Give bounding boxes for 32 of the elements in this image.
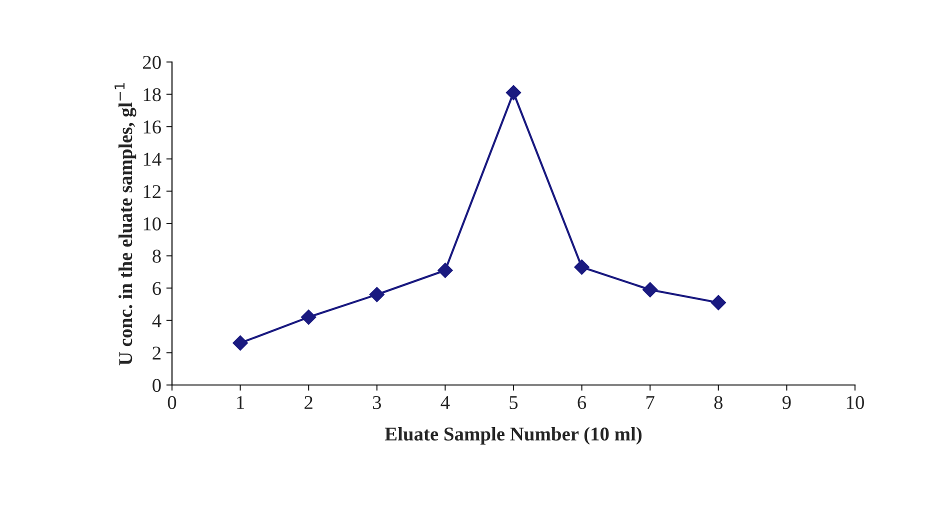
y-axis-title: U conc. in the eluate samples, gl$^{−1}$: [114, 83, 136, 366]
point: [369, 286, 384, 302]
x-axis-title: Eluate Sample Number (10 ml): [384, 426, 642, 445]
y-tick-label: 2: [152, 346, 161, 360]
point: [506, 85, 522, 100]
x-tick-label: 4: [440, 396, 450, 409]
y-tick-label: 16: [144, 120, 162, 134]
y-tick-label: 4: [152, 314, 162, 328]
x-tick-label: 7: [646, 396, 654, 409]
y-tick-label: 8: [152, 250, 161, 263]
x-tick-label: 5: [510, 396, 518, 410]
point: [438, 262, 453, 278]
x-tick-label: 0: [168, 396, 176, 410]
x-tick-label: 3: [372, 396, 381, 410]
point: [232, 335, 248, 351]
x-tick-label: 6: [578, 396, 586, 410]
x-tick-label: 8: [714, 396, 723, 410]
x-tick-label: 10: [846, 396, 864, 410]
point: [710, 295, 726, 310]
point: [574, 260, 590, 275]
y-tick-label: 10: [144, 217, 161, 230]
y-tick-label: 14: [144, 152, 162, 166]
point: [301, 310, 316, 325]
x-tick-label: 1: [237, 396, 244, 409]
y-tick-label: 6: [152, 282, 162, 296]
point: [642, 282, 658, 298]
x-tick-label: 2: [304, 396, 312, 409]
y-tick-label: 12: [144, 185, 161, 198]
y-tick-label: 0: [152, 378, 161, 392]
y-tick-label: 20: [142, 56, 161, 69]
y-tick-label: 18: [144, 88, 161, 102]
x-tick-label: 9: [782, 396, 791, 410]
